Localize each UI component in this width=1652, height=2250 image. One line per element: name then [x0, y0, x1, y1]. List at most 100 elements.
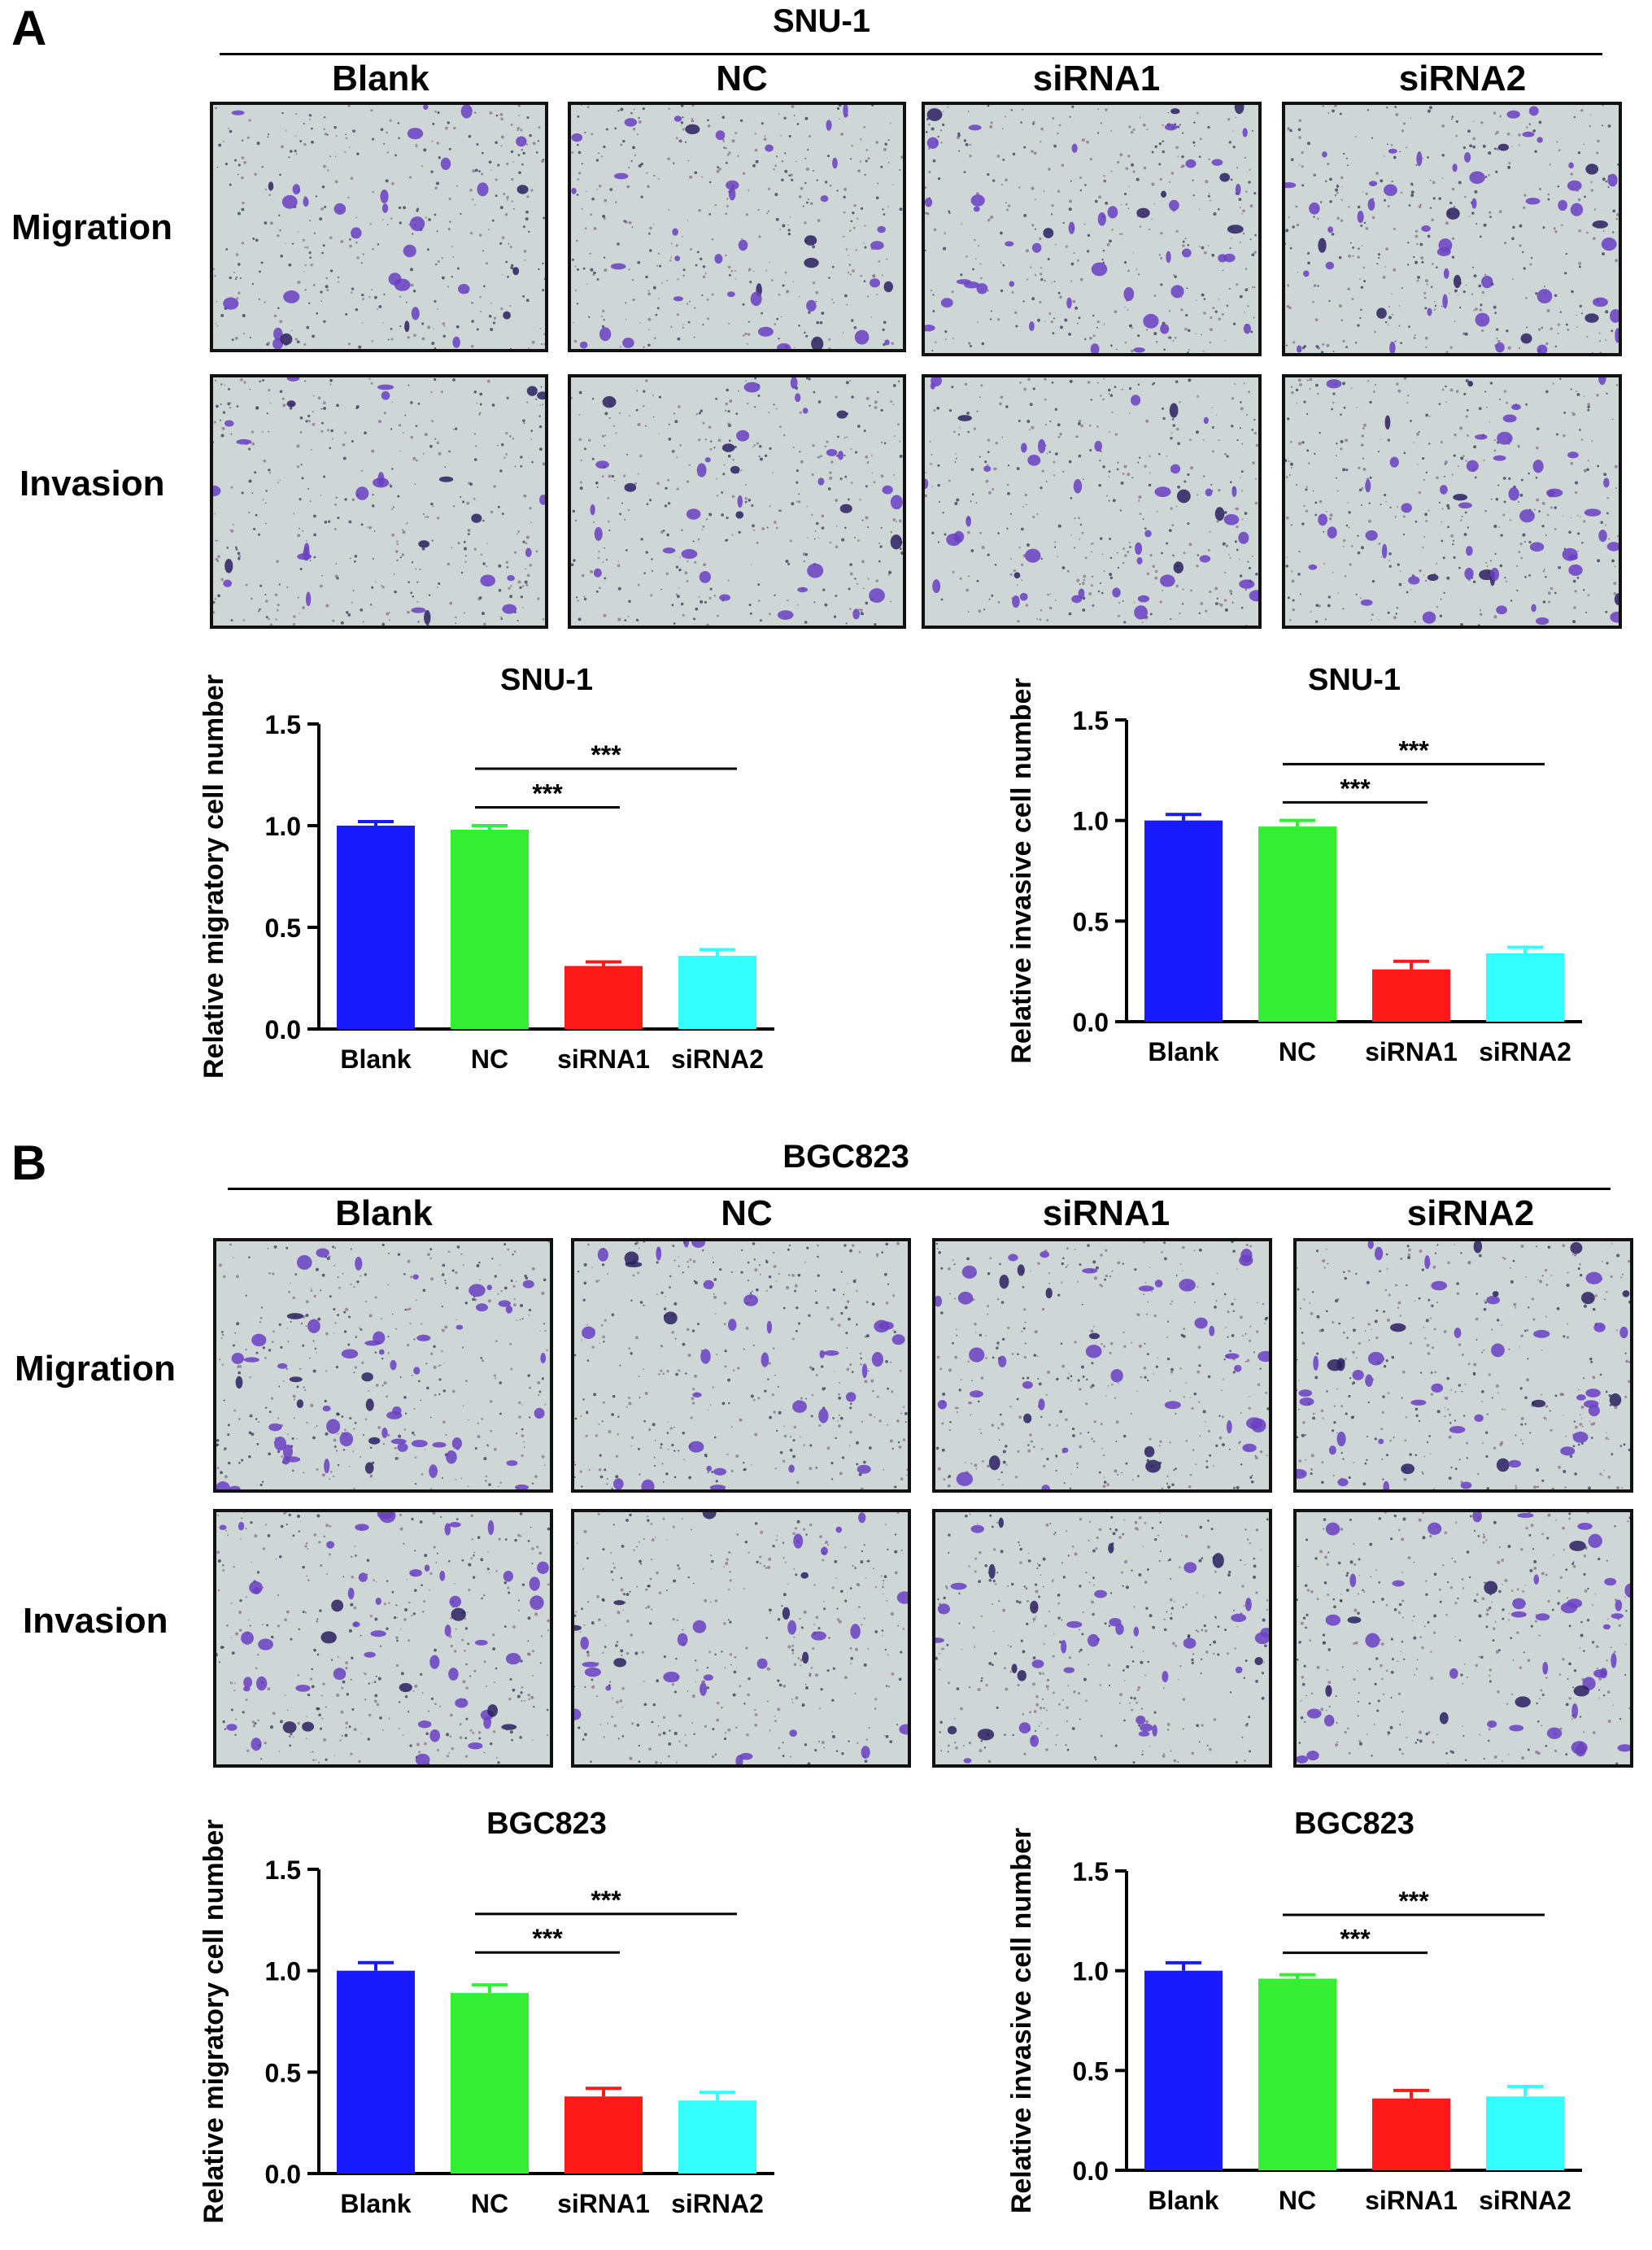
pore-dot	[859, 160, 862, 163]
pore-dot	[676, 487, 679, 491]
stained-cell	[506, 1460, 518, 1467]
pore-dot	[215, 107, 217, 110]
pore-dot	[1009, 1406, 1012, 1408]
pore-dot	[1286, 305, 1290, 308]
pore-dot	[1193, 1249, 1196, 1252]
pore-dot	[1160, 232, 1163, 235]
pore-dot	[792, 281, 795, 282]
pore-dot	[1169, 181, 1170, 183]
pore-dot	[1122, 600, 1124, 602]
pore-dot	[1191, 1406, 1194, 1411]
pore-dot	[309, 220, 312, 222]
pore-dot	[1143, 1367, 1147, 1370]
pore-dot	[652, 1423, 656, 1427]
pore-dot	[1048, 168, 1051, 171]
pore-dot	[522, 294, 525, 298]
pore-dot	[624, 619, 627, 621]
pore-dot	[489, 1400, 493, 1403]
pore-dot	[995, 441, 999, 445]
pore-dot	[1249, 1476, 1253, 1479]
stained-cell	[1145, 1459, 1162, 1473]
pore-dot	[473, 390, 477, 394]
pore-dot	[1171, 1300, 1174, 1302]
pore-dot	[481, 151, 484, 155]
pore-dot	[855, 1278, 857, 1280]
pore-dot	[1500, 534, 1503, 537]
pore-dot	[1033, 1445, 1035, 1448]
pore-dot	[864, 225, 866, 227]
pore-dot	[1579, 429, 1581, 431]
pore-dot	[345, 137, 348, 140]
significance-label: ***	[1398, 735, 1429, 765]
stained-cell	[1203, 416, 1209, 425]
pore-dot	[1484, 509, 1488, 512]
pore-dot	[1012, 152, 1016, 156]
pore-dot	[1577, 1267, 1580, 1271]
pore-dot	[532, 142, 536, 146]
pore-dot	[1324, 618, 1327, 621]
stained-cell	[1008, 1254, 1018, 1262]
pore-dot	[1481, 1401, 1483, 1402]
pore-dot	[1231, 130, 1234, 132]
pore-dot	[1127, 155, 1131, 158]
pore-dot	[779, 1450, 783, 1454]
pore-dot	[1613, 591, 1617, 595]
stained-cell	[1475, 312, 1490, 327]
pore-dot	[769, 505, 771, 508]
pore-dot	[617, 1433, 620, 1436]
pore-dot	[970, 500, 972, 503]
pore-dot	[1380, 1428, 1384, 1431]
pore-dot	[463, 612, 466, 614]
stained-cell	[1614, 593, 1619, 605]
pore-dot	[893, 473, 896, 476]
pore-dot	[364, 1418, 368, 1421]
pore-dot	[972, 268, 974, 271]
pore-dot	[937, 177, 941, 181]
pore-dot	[942, 123, 945, 127]
pore-dot	[1397, 563, 1400, 566]
pore-dot	[1523, 1329, 1527, 1332]
pore-dot	[352, 1450, 355, 1453]
pore-dot	[476, 402, 478, 404]
pore-dot	[729, 399, 733, 403]
pore-dot	[501, 273, 503, 276]
pore-dot	[1463, 195, 1467, 198]
pore-dot	[1290, 386, 1292, 388]
pore-dot	[321, 251, 324, 255]
pore-dot	[1114, 386, 1117, 389]
pore-dot	[272, 1330, 275, 1333]
stained-cell	[381, 203, 389, 213]
pore-dot	[730, 1469, 734, 1473]
pore-dot	[653, 1464, 656, 1467]
pore-dot	[383, 412, 386, 415]
pore-dot	[1386, 107, 1388, 109]
pore-dot	[1214, 1306, 1217, 1309]
pore-dot	[1580, 1441, 1584, 1445]
pore-dot	[740, 469, 743, 472]
pore-dot	[264, 188, 268, 191]
pore-dot	[1508, 162, 1511, 165]
pore-dot	[1226, 304, 1229, 307]
pore-dot	[293, 1398, 296, 1401]
pore-dot	[1446, 504, 1450, 508]
pore-dot	[462, 1405, 464, 1407]
pore-dot	[1361, 486, 1364, 490]
pore-dot	[410, 1275, 413, 1279]
pore-dot	[293, 615, 296, 618]
pore-dot	[1418, 491, 1422, 495]
pore-dot	[667, 478, 670, 482]
pore-dot	[1091, 1437, 1093, 1441]
pore-dot	[466, 501, 470, 505]
pore-dot	[867, 578, 870, 580]
pore-dot	[1430, 1371, 1433, 1374]
pore-dot	[303, 343, 307, 346]
pore-dot	[1357, 205, 1361, 209]
pore-dot	[1354, 135, 1357, 137]
pore-dot	[313, 514, 316, 518]
pore-dot	[583, 1262, 587, 1267]
pore-dot	[249, 1414, 252, 1416]
pore-dot	[976, 579, 979, 582]
pore-dot	[1158, 142, 1162, 146]
pore-dot	[497, 444, 499, 447]
pore-dot	[1229, 589, 1233, 593]
